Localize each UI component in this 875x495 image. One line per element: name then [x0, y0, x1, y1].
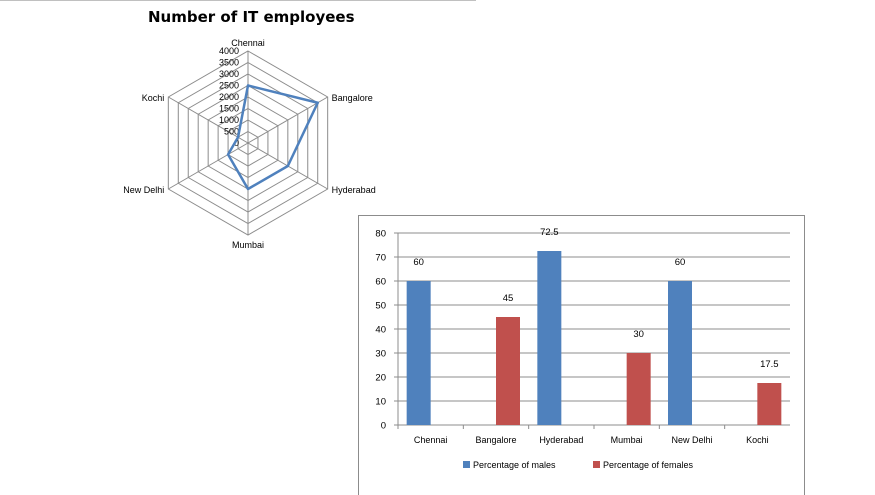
radar-tick-label: 2500: [219, 81, 239, 91]
bar-y-tick-label: 50: [375, 301, 386, 312]
radar-tick-label: 3000: [219, 69, 239, 79]
bar-percentage-of-males-new-delhi: [668, 281, 692, 425]
bar-data-label-kochi: 17.5: [760, 359, 779, 370]
radar-data-point-hyderabad: [286, 164, 290, 168]
bar-data-label-new-delhi: 60: [675, 257, 686, 268]
bar-percentage-of-males-chennai: [406, 281, 431, 425]
bar-data-label-hyderabad: 72.5: [540, 227, 559, 238]
radar-tick-label: 500: [224, 127, 239, 137]
bar-y-tick-label: 30: [375, 349, 386, 360]
bar-percentage-of-females-bangalore: [496, 317, 520, 425]
bar-data-label-mumbai: 30: [633, 329, 644, 340]
bar-y-tick-label: 40: [375, 325, 386, 336]
radar-data-point-mumbai: [246, 187, 250, 191]
radar-axis-line: [168, 142, 249, 190]
radar-data-point-chennai: [246, 84, 250, 87]
legend-swatch-percentage-of-males: [463, 461, 470, 468]
bar-y-tick-label: 0: [381, 421, 386, 432]
radar-axis-line: [247, 96, 328, 144]
bar-category-label-kochi: Kochi: [746, 435, 769, 445]
radar-tick-label: 1500: [219, 104, 239, 114]
top-divider-line: [0, 0, 476, 1]
radar-chart-title: Number of IT employees: [148, 8, 355, 26]
radar-data-point-new-delhi: [226, 153, 230, 156]
radar-category-label-mumbai: Mumbai: [232, 240, 264, 250]
legend-swatch-percentage-of-females: [593, 461, 600, 468]
bar-data-label-chennai: 60: [413, 257, 424, 268]
bar-category-label-chennai: Chennai: [414, 435, 448, 445]
radar-data-point-bangalore: [316, 101, 319, 104]
radar-category-label-chennai: Chennai: [231, 38, 265, 48]
radar-tick-label: 2000: [219, 92, 239, 102]
radar-data-point-kochi: [236, 136, 240, 139]
bar-category-label-bangalore: Bangalore: [475, 435, 516, 445]
bar-chart: 0 10 20 30 40 50 60 70 80 Chennai Bangalore Hyderab…: [375, 227, 790, 470]
bar-percentage-of-males-hyderabad: [537, 251, 562, 425]
radar-tick-label: 4000: [219, 46, 239, 56]
radar-tick-label: 3500: [219, 58, 239, 68]
legend-label-percentage-of-males: Percentage of males: [473, 460, 556, 470]
bar-category-label-hyderabad: Hyderabad: [539, 435, 583, 445]
radar-category-label-kochi: Kochi: [142, 93, 165, 103]
bar-y-tick-label: 80: [375, 229, 386, 240]
bar-percentage-of-females-mumbai: [626, 353, 651, 425]
radar-tick-label: 1000: [219, 115, 239, 125]
bar-category-label-mumbai: Mumbai: [611, 435, 643, 445]
bar-y-tick-label: 60: [375, 277, 386, 288]
bar-y-tick-label: 20: [375, 373, 386, 384]
radar-category-label-hyderabad: Hyderabad: [332, 185, 376, 195]
bar-data-label-bangalore: 45: [503, 293, 514, 304]
radar-axis-line: [168, 96, 249, 144]
bar-category-label-new-delhi: New Delhi: [671, 435, 712, 445]
bar-y-tick-label: 70: [375, 253, 386, 264]
bar-y-tick-label: 10: [375, 397, 386, 408]
radar-tick-label: 0: [234, 138, 239, 148]
bar-percentage-of-females-kochi: [757, 383, 782, 425]
legend-label-percentage-of-females: Percentage of females: [603, 460, 694, 470]
radar-category-label-new-delhi: New Delhi: [123, 185, 164, 195]
radar-category-label-bangalore: Bangalore: [332, 93, 373, 103]
bar-chart-frame: [358, 215, 805, 495]
